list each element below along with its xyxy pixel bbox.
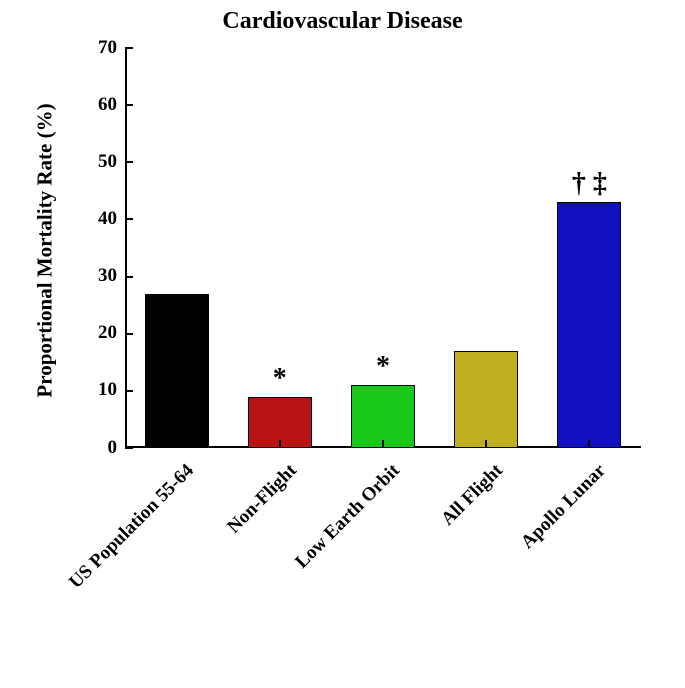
y-tick xyxy=(125,447,133,449)
chart-title: Cardiovascular Disease xyxy=(0,8,685,35)
x-tick xyxy=(382,440,384,448)
bar-annotation: † ‡ xyxy=(539,168,639,200)
y-tick-label: 10 xyxy=(77,379,117,401)
x-category-label: All Flight xyxy=(280,460,508,688)
y-tick-label: 50 xyxy=(77,151,117,173)
y-tick-label: 30 xyxy=(77,265,117,287)
bar-annotation: * xyxy=(333,351,433,383)
bar-annotation: * xyxy=(230,363,330,395)
chart-container: Cardiovascular Disease Proportional Mort… xyxy=(0,0,685,671)
x-tick xyxy=(279,440,281,448)
y-tick xyxy=(125,390,133,392)
x-tick xyxy=(588,440,590,448)
y-axis-label: Proportional Mortality Rate (%) xyxy=(33,50,58,450)
bar xyxy=(557,202,621,448)
x-category-label: Non-Flight xyxy=(74,460,302,688)
y-tick-label: 20 xyxy=(77,322,117,344)
bar xyxy=(351,385,415,448)
y-tick-label: 60 xyxy=(77,94,117,116)
y-tick-label: 70 xyxy=(77,37,117,59)
y-tick-label: 0 xyxy=(77,437,117,459)
x-category-label: Apollo Lunar xyxy=(383,460,611,688)
bar xyxy=(145,294,209,448)
y-tick xyxy=(125,47,133,49)
y-tick xyxy=(125,333,133,335)
y-tick xyxy=(125,104,133,106)
x-tick xyxy=(485,440,487,448)
y-tick xyxy=(125,218,133,220)
x-category-label: Low Earth Orbit xyxy=(177,460,405,688)
x-tick xyxy=(176,440,178,448)
y-tick xyxy=(125,276,133,278)
bar xyxy=(454,351,518,448)
y-tick xyxy=(125,161,133,163)
y-tick-label: 40 xyxy=(77,208,117,230)
